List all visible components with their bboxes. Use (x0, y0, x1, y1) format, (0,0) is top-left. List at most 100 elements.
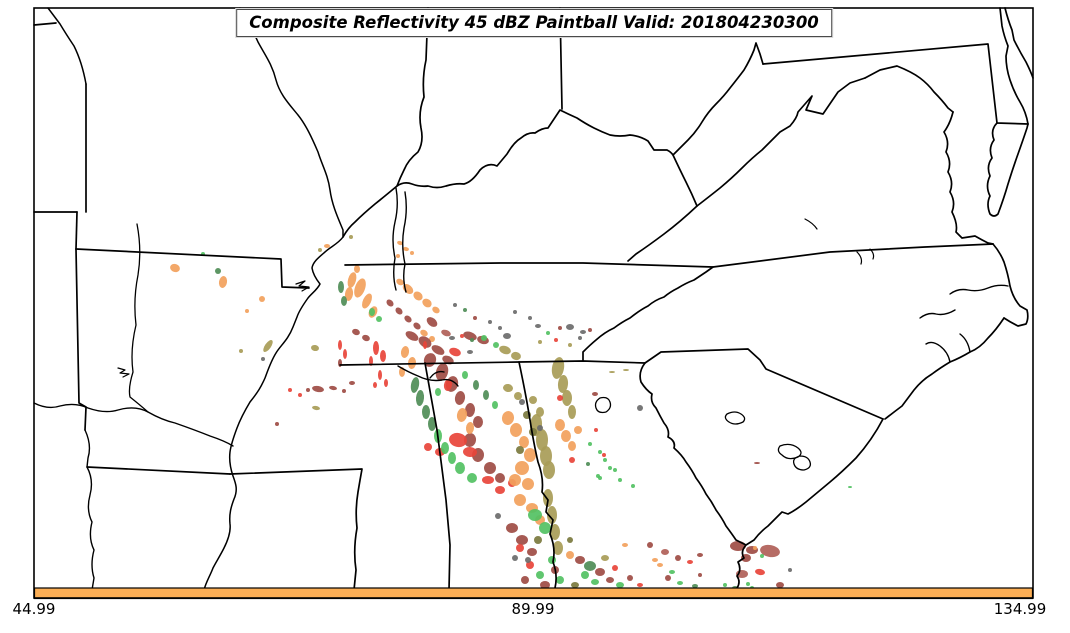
paintball-blob (618, 478, 622, 482)
paintball-blob (298, 393, 302, 397)
paintball-blob (591, 579, 599, 585)
paintball-blob (613, 468, 617, 472)
paintball-blob (324, 244, 330, 248)
x-tick-label-center: 89.99 (511, 600, 555, 618)
paintball-blob (598, 476, 602, 480)
paintball-blob (723, 583, 727, 587)
paintball-blob (661, 549, 669, 555)
paintball-blob (495, 486, 505, 494)
paintball-blob (516, 535, 528, 545)
paintball-blob (557, 375, 569, 393)
coastline (986, 122, 1029, 217)
paintball-blob (442, 355, 454, 365)
paintball-blob (463, 433, 477, 447)
plot-title-box: Composite Reflectivity 45 dBZ Paintball … (236, 9, 832, 37)
paintball-blob (553, 541, 563, 555)
paintball-blob (456, 408, 468, 422)
paintball-blob (352, 328, 360, 336)
lake-marion (724, 411, 746, 425)
paintball-blob (546, 331, 550, 335)
paintball-blob (760, 544, 780, 558)
paintball-blob (463, 331, 477, 341)
paintball-blob (581, 571, 589, 579)
paintball-blob (536, 429, 548, 451)
paintball-blob (592, 392, 598, 396)
paintball-blob (453, 303, 457, 307)
paintball-blob (376, 316, 382, 322)
paintball-blob (354, 265, 360, 273)
paintball-blob (606, 577, 614, 583)
lake-outline (117, 367, 130, 378)
paintball-blob (669, 570, 675, 574)
paintball-blob (312, 385, 324, 393)
state-line (627, 205, 698, 262)
paintball-blob (432, 306, 440, 314)
paintball-blob (441, 442, 449, 454)
paintball-blob (463, 308, 467, 312)
paintball-blob (396, 278, 404, 286)
paintball-blob (584, 561, 596, 571)
paintball-blob (396, 254, 400, 258)
paintball-blob (288, 388, 292, 392)
paintball-blob (848, 486, 852, 488)
state-line (75, 248, 87, 431)
paintball-blob (464, 403, 476, 417)
ohio-river (342, 42, 764, 238)
paintball-blob (384, 379, 388, 387)
paintball-blob (608, 466, 612, 470)
paintball-blob (539, 522, 551, 534)
state-line (339, 360, 646, 366)
paintball-blob (637, 583, 643, 587)
paintball-blob (566, 551, 574, 559)
paintball-blob (566, 324, 574, 330)
sound-inlet (919, 309, 956, 319)
paintball-blob (338, 340, 342, 350)
paintball-blob (424, 443, 432, 451)
paintball-blob (536, 571, 544, 579)
paintball-blob (454, 391, 466, 405)
paintball-blob (448, 452, 456, 464)
state-borders (33, 7, 1034, 591)
cumberland-river (402, 191, 407, 293)
time-progress-bar (33, 587, 1034, 600)
paintball-blob (627, 575, 633, 581)
paintball-blob (534, 536, 542, 544)
paintball-blob (697, 553, 703, 557)
state-line (424, 362, 451, 591)
paintball-blob (511, 351, 521, 361)
sound-inlet (949, 284, 1009, 295)
paintball-blob (522, 478, 534, 490)
paintball-blob (561, 430, 571, 442)
paintball-blob (652, 558, 658, 562)
paintball-blob (538, 340, 542, 344)
paintball-blob (420, 329, 428, 337)
paintball-blob (378, 370, 382, 380)
paintball-blob (568, 441, 576, 451)
paintball-blob (535, 324, 541, 328)
paintball-blob (665, 575, 671, 581)
paintball-blob (568, 405, 576, 419)
state-line (229, 468, 363, 591)
paintball-blob (426, 317, 438, 327)
paintball-blob (395, 307, 403, 315)
paintball-blob (405, 331, 419, 341)
paintball-blob (373, 382, 377, 388)
paintball-blob (687, 560, 693, 564)
paintball-blob (760, 554, 764, 558)
paintball-blob (397, 240, 403, 246)
paintball-blob (449, 347, 461, 357)
state-line (396, 7, 429, 187)
paintball-blob (482, 476, 494, 484)
missouri-river (47, 7, 87, 85)
paintball-blob (519, 399, 525, 405)
paintball-blob (349, 381, 355, 385)
paintball-blob (571, 582, 579, 588)
paintball-blob (404, 315, 412, 323)
paintball-blob (509, 474, 521, 486)
paintball-blob (677, 581, 683, 585)
paintball-blob (562, 390, 572, 406)
paintball-blob (525, 557, 531, 563)
paintball-blob (524, 448, 536, 462)
paintball-blob (369, 308, 375, 316)
paintball-blob (595, 568, 605, 576)
